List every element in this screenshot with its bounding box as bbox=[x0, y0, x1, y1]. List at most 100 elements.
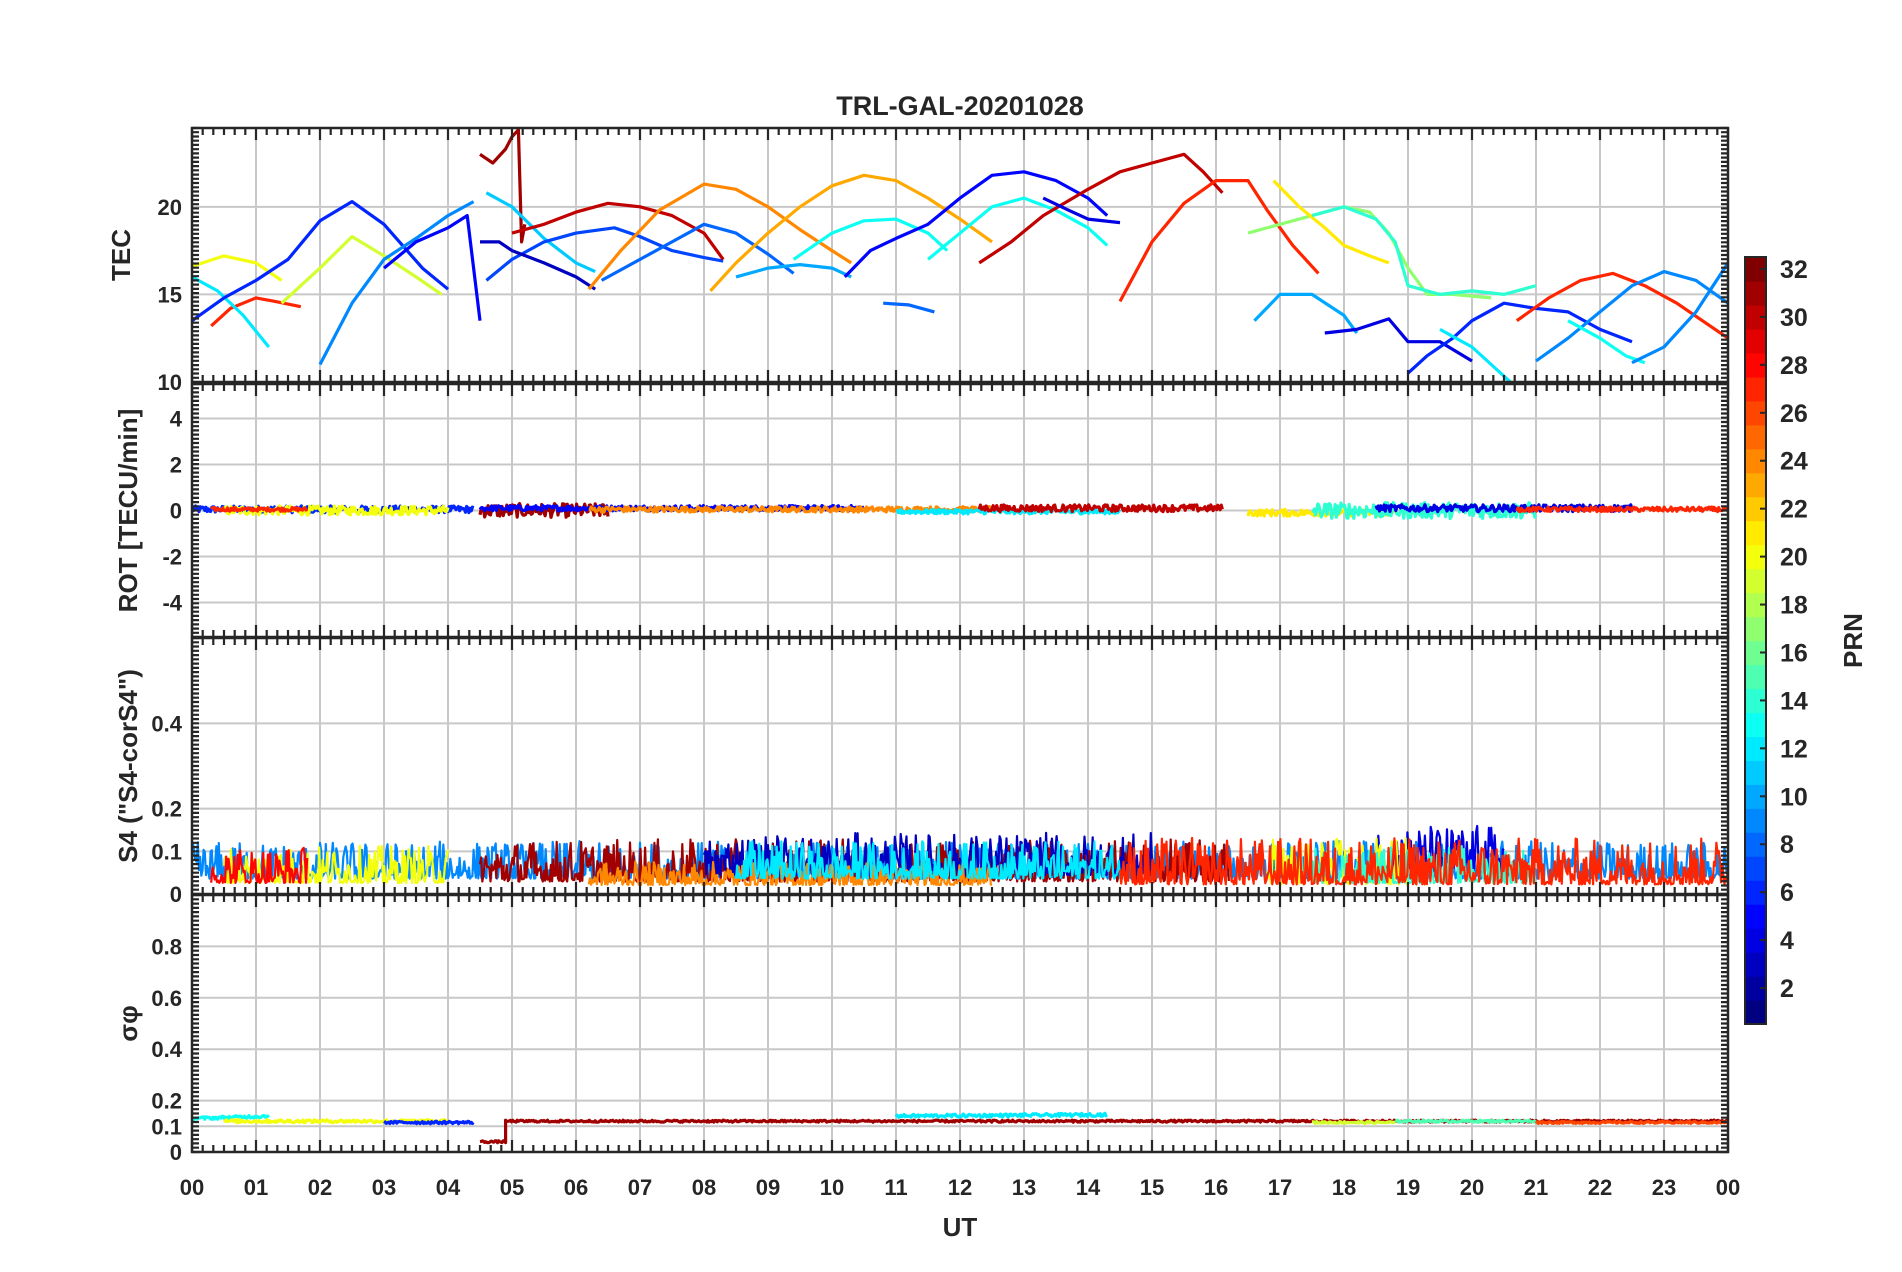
colorbar-tick-label: 10 bbox=[1780, 783, 1808, 811]
colorbar-frame bbox=[1744, 256, 1767, 1025]
colorbar-swatch bbox=[1745, 904, 1766, 929]
colorbar-swatch bbox=[1745, 544, 1766, 570]
colorbar-swatch bbox=[1745, 257, 1766, 282]
series-line-prn-9 bbox=[1535, 270, 1728, 363]
colorbar-tick-label: 2 bbox=[1780, 975, 1794, 1003]
colorbar-tick-label: 24 bbox=[1780, 448, 1808, 476]
x-tick-labels: 00 01 02 03 04 05 06 07 08 09 10 11 12 13 14 15 16 17 18 19… bbox=[180, 1175, 1740, 1200]
y-tick-label: 0.1 bbox=[151, 1114, 182, 1139]
x-tick-label: 10 bbox=[820, 1175, 844, 1200]
series-line-prn-12 bbox=[734, 840, 1122, 880]
colorbar-swatch bbox=[1745, 304, 1766, 330]
series-line-prn-8 bbox=[883, 301, 935, 314]
x-tick-label: 08 bbox=[692, 1175, 716, 1200]
x-tick-label: 21 bbox=[1524, 1175, 1548, 1200]
series-line-prn-13 bbox=[192, 1113, 271, 1122]
colorbar-swatch bbox=[1745, 448, 1766, 474]
colorbar-swatch bbox=[1745, 352, 1766, 378]
colorbar-swatch bbox=[1745, 376, 1766, 402]
x-tick-label: 13 bbox=[1012, 1175, 1036, 1200]
panel-s4: 0 0.1 0.2 0.4 S4 ("S4-corS4") bbox=[113, 636, 1730, 907]
x-tick-label: 22 bbox=[1588, 1175, 1612, 1200]
panel-rot: -4 -2 0 2 4 ROT [TECU/min] bbox=[113, 382, 1730, 639]
x-tick-label: 06 bbox=[564, 1175, 588, 1200]
series-line-prn-27 bbox=[1515, 271, 1728, 340]
colorbar-tick-label: 30 bbox=[1780, 304, 1808, 332]
x-tick-label: 18 bbox=[1332, 1175, 1356, 1200]
x-tick-label: 09 bbox=[756, 1175, 780, 1200]
tick-marks bbox=[190, 382, 1730, 639]
colorbar-swatch bbox=[1745, 712, 1766, 737]
colorbar-tick-label: 18 bbox=[1780, 592, 1808, 620]
y-axis-label: TEC bbox=[106, 229, 136, 281]
panel-sigma: 00.10.2 0.4 0.6 0.8 σφ bbox=[113, 893, 1730, 1165]
y-tick-label: 20 bbox=[158, 195, 182, 220]
colorbar-tick-label: 22 bbox=[1780, 496, 1808, 524]
y-tick-label: 0.2 bbox=[151, 797, 182, 822]
series-line-prn-5 bbox=[382, 214, 482, 321]
colorbar-swatch bbox=[1745, 928, 1766, 953]
colorbar-swatch bbox=[1745, 688, 1766, 714]
series-line-prn-30 bbox=[511, 201, 725, 261]
y-tick-label: 0 bbox=[170, 499, 182, 524]
x-tick-label: 19 bbox=[1396, 1175, 1420, 1200]
tick-marks bbox=[190, 126, 1730, 384]
colorbar-swatch bbox=[1745, 1000, 1766, 1025]
y-tick-label: 10 bbox=[158, 370, 182, 395]
series-line-prn-28 bbox=[210, 846, 309, 885]
series-line-prn-23 bbox=[709, 173, 993, 292]
colorbar-swatch bbox=[1745, 760, 1766, 785]
series-line-prn-24 bbox=[587, 182, 853, 291]
series-line-prn-30 bbox=[977, 503, 1224, 514]
colorbar-swatch bbox=[1745, 496, 1766, 522]
colorbar-swatch bbox=[1745, 952, 1766, 977]
colorbar-tick-label: 14 bbox=[1780, 687, 1808, 715]
series-line-prn-12 bbox=[1439, 327, 1512, 382]
x-tick-label: 23 bbox=[1652, 1175, 1676, 1200]
colorbar-swatch bbox=[1745, 880, 1766, 905]
x-tick-label: 01 bbox=[244, 1175, 268, 1200]
y-tick-label: 0.4 bbox=[151, 1037, 182, 1062]
series-line-prn-10 bbox=[735, 263, 852, 279]
series-group bbox=[192, 500, 1728, 521]
colorbar-swatch bbox=[1745, 784, 1766, 809]
series-line-prn-27 bbox=[1118, 179, 1320, 303]
series-line-prn-30 bbox=[978, 152, 1224, 265]
colorbar-swatch bbox=[1745, 640, 1766, 666]
y-axis-label: ROT [TECU/min] bbox=[113, 409, 143, 613]
y-tick-label: 0.8 bbox=[151, 934, 182, 959]
colorbar-swatch bbox=[1745, 664, 1766, 690]
x-tick-label: 20 bbox=[1460, 1175, 1484, 1200]
series-line-prn-27 bbox=[1515, 505, 1728, 514]
colorbar-swatch bbox=[1745, 976, 1766, 1001]
y-tick-label: 15 bbox=[158, 282, 182, 307]
series-line-prn-8 bbox=[600, 222, 795, 282]
tick-marks bbox=[190, 893, 1730, 1154]
series-line-prn-11 bbox=[485, 191, 596, 274]
panel-tec: 10 15 20 TEC bbox=[106, 126, 1730, 395]
colorbar-swatch bbox=[1745, 424, 1766, 450]
series-line-prn-13 bbox=[926, 196, 1109, 261]
y-axis-label: S4 ("S4-corS4") bbox=[113, 669, 143, 863]
x-tick-label: 12 bbox=[948, 1175, 972, 1200]
series-line-prn-21 bbox=[1272, 179, 1390, 265]
colorbar-tick-label: 26 bbox=[1780, 400, 1808, 428]
chart-title: TRL-GAL-20201028 bbox=[836, 91, 1084, 121]
y-tick-label: 0 bbox=[170, 882, 182, 907]
series-line-prn-6 bbox=[1406, 301, 1633, 375]
y-tick-label: 2 bbox=[170, 453, 182, 478]
colorbar-tick-label: 32 bbox=[1780, 256, 1808, 284]
y-tick-label: 0.4 bbox=[151, 711, 182, 736]
colorbar-swatch bbox=[1745, 592, 1766, 618]
colorbar-swatch bbox=[1745, 832, 1766, 857]
y-tick-label: 0.6 bbox=[151, 986, 182, 1011]
y-tick-label: -4 bbox=[162, 591, 182, 616]
colorbar-tick-label: 8 bbox=[1780, 831, 1794, 859]
series-line-prn-9 bbox=[1631, 262, 1728, 365]
x-tick-label: 16 bbox=[1204, 1175, 1228, 1200]
series-line-prn-12 bbox=[894, 1111, 1108, 1119]
x-axis-label: UT bbox=[943, 1212, 978, 1242]
